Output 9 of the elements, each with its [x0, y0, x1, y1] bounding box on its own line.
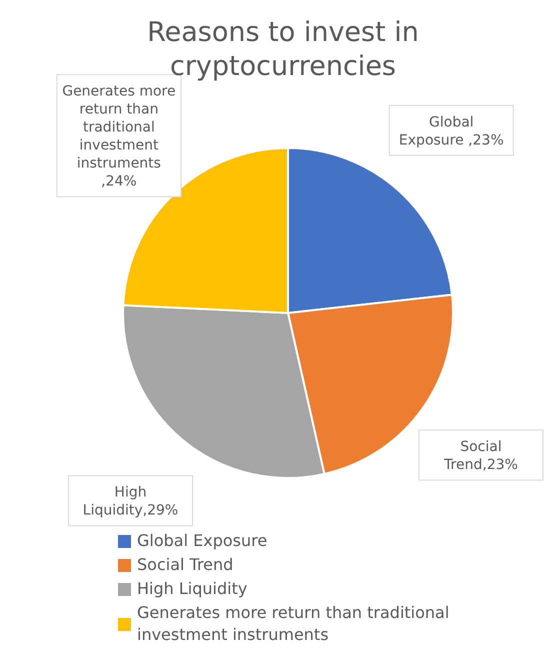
- chart-title: Reasons to invest in cryptocurrencies: [146, 16, 420, 84]
- data-label: High Liquidity,29%: [82, 484, 178, 519]
- legend-label: Social Trend: [137, 554, 234, 576]
- data-label: Generates more return than traditional investment instruments ,24%: [62, 84, 176, 190]
- data-label: Social Trend,23%: [443, 439, 518, 474]
- legend-label: High Liquidity: [137, 578, 248, 600]
- legend-label: Global Exposure: [137, 530, 268, 552]
- legend-label: Generates more return than traditional investment instruments: [137, 602, 450, 646]
- data-label: Global Exposure ,23%: [398, 114, 504, 148]
